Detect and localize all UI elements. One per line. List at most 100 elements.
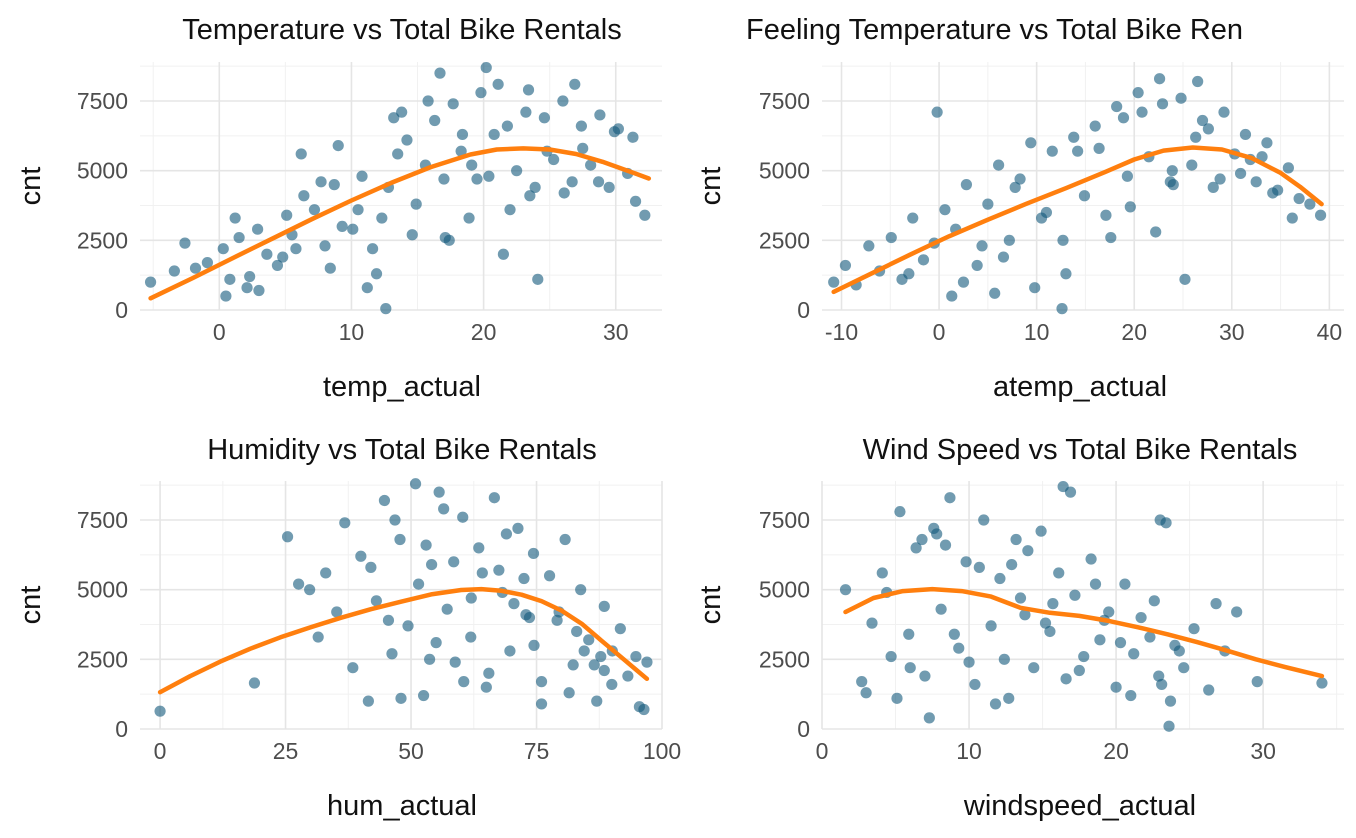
data-point (978, 514, 990, 526)
x-tick-label: 40 (1317, 319, 1343, 345)
data-point (931, 106, 943, 118)
data-point (948, 628, 960, 640)
data-point (1192, 75, 1204, 88)
data-point (465, 631, 477, 643)
data-point (438, 173, 450, 185)
data-point (1178, 662, 1190, 674)
data-point (876, 567, 888, 579)
data-point (290, 243, 302, 255)
y-tick-label: 2500 (759, 646, 810, 672)
data-point (567, 659, 579, 671)
x-tick-label: 25 (273, 738, 299, 764)
data-point (591, 695, 603, 707)
data-point (1218, 106, 1230, 118)
data-point (1006, 558, 1018, 571)
data-point (997, 251, 1010, 263)
data-point (347, 662, 359, 674)
data-point (1100, 209, 1112, 221)
data-point (1014, 592, 1027, 604)
x-axis-title: hum_actual (327, 790, 477, 822)
data-point (463, 212, 475, 224)
data-point (957, 276, 970, 288)
data-point (376, 212, 388, 224)
smooth-trend-line (148, 146, 652, 301)
panel-temperature: Temperature vs Total Bike Rentals temp_a… (15, 14, 662, 403)
data-point (1010, 533, 1022, 546)
data-point (866, 617, 878, 629)
data-point (512, 522, 524, 534)
data-point (518, 572, 530, 585)
data-point (529, 181, 541, 193)
data-point (1153, 73, 1166, 85)
data-point (362, 695, 374, 707)
data-point (281, 209, 293, 221)
data-point (917, 254, 930, 266)
data-point (417, 689, 430, 702)
data-point (627, 131, 639, 143)
data-point (527, 547, 540, 560)
x-tick-label: 0 (213, 319, 226, 345)
data-point (1003, 234, 1015, 246)
data-point (1111, 100, 1123, 113)
x-tick-label: 20 (1121, 319, 1147, 345)
data-point (1019, 609, 1031, 621)
panel-title: Feeling Temperature vs Total Bike Ren (746, 14, 1243, 46)
data-point (271, 259, 284, 272)
data-point (982, 198, 994, 210)
data-point (1282, 162, 1294, 174)
data-point (1144, 631, 1156, 643)
data-point (551, 614, 563, 626)
data-point (1119, 578, 1131, 590)
data-point (1072, 145, 1084, 157)
data-point (860, 687, 872, 699)
data-marks (839, 480, 1328, 732)
y-tick-label: 5000 (77, 158, 128, 184)
data-point (378, 494, 391, 507)
data-point (885, 231, 897, 244)
data-point (543, 570, 556, 582)
data-point (976, 240, 988, 252)
data-point (455, 145, 467, 157)
data-point (583, 634, 595, 646)
data-point (939, 204, 951, 216)
data-point (1047, 598, 1059, 610)
data-point (1089, 578, 1102, 590)
data-point (179, 237, 191, 249)
data-point (229, 212, 241, 224)
data-point (989, 287, 1001, 299)
data-point (1239, 128, 1252, 141)
data-point (422, 95, 434, 107)
data-point (1207, 181, 1219, 193)
data-point (614, 623, 626, 635)
x-tick-label: 0 (816, 738, 829, 764)
y-tick-label: 7500 (77, 507, 128, 533)
gridlines (822, 62, 1344, 311)
data-point (931, 528, 943, 540)
data-point (1003, 692, 1015, 704)
data-point (1234, 167, 1247, 180)
data-point (201, 257, 213, 269)
data-point (312, 631, 324, 643)
data-point (569, 78, 581, 90)
data-point (253, 284, 265, 297)
data-point (352, 204, 364, 216)
data-point (548, 153, 560, 166)
data-point (1150, 226, 1162, 238)
data-point (839, 584, 852, 596)
data-point (233, 231, 245, 244)
data-point (332, 139, 344, 152)
smooth-trend-line (831, 145, 1324, 295)
panel-wind-speed: Wind Speed vs Total Bike Rentals windspe… (695, 434, 1344, 822)
data-point (394, 533, 406, 546)
data-point (919, 670, 931, 682)
data-point (606, 678, 618, 691)
data-point (960, 179, 973, 191)
data-point (1057, 480, 1069, 493)
data-point (639, 209, 651, 221)
data-point (1167, 179, 1179, 191)
data-point (475, 87, 487, 99)
x-axis-title: atemp_actual (993, 371, 1167, 403)
data-marks (828, 73, 1327, 315)
y-tick-label: 5000 (759, 158, 810, 184)
